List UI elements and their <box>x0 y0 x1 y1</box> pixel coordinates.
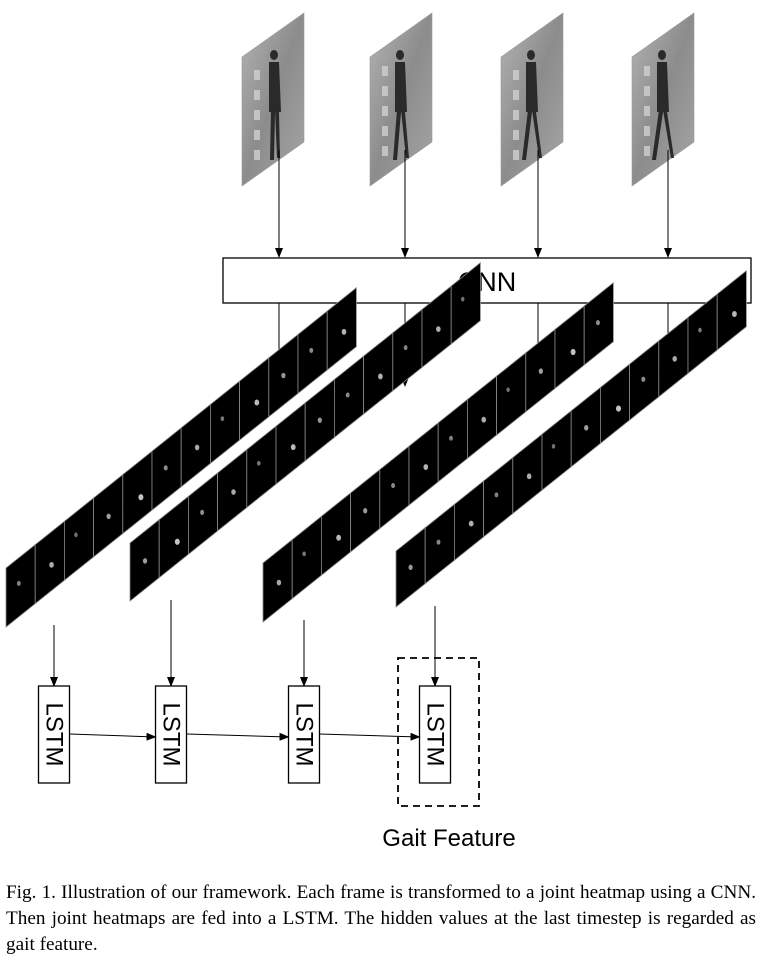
heatmap-cell <box>424 503 455 585</box>
heatmap-strip-4 <box>395 269 747 608</box>
framework-diagram: CNN LSTM LSTM LSTM LSTM Gait Feature <box>5 12 752 852</box>
lstm-chain-arrow-2 <box>186 732 290 741</box>
lstm-chain-arrow-1 <box>69 732 157 741</box>
lstm-cell-2: LSTM <box>154 685 188 784</box>
heatmap-cell <box>93 473 124 558</box>
heatmap-cell <box>629 339 660 421</box>
lstm-cell-4: LSTM <box>418 685 452 784</box>
heatmap-cell <box>453 480 485 562</box>
heatmap-cell <box>687 293 718 375</box>
heatmap-cell <box>180 403 211 488</box>
heatmap-cell <box>570 386 601 468</box>
heatmap-cell <box>5 543 36 628</box>
heatmap-cell <box>187 472 219 556</box>
heatmap-cell <box>600 363 630 445</box>
heatmap-cell <box>408 422 439 507</box>
heatmap-to-lstm-arrows <box>50 600 439 687</box>
input-frame-3 <box>500 12 564 187</box>
input-frames <box>241 12 695 187</box>
lstm-label: LSTM <box>291 702 318 766</box>
heatmap-cell <box>658 316 689 398</box>
heatmap-cell <box>158 495 189 579</box>
lstm-chain-arrows <box>69 732 421 741</box>
heatmap-cell <box>466 375 498 460</box>
heatmap-strip-3 <box>262 281 614 623</box>
heatmap-cell <box>379 445 410 530</box>
heatmap-cell <box>716 269 747 351</box>
heatmap-cell <box>122 450 153 535</box>
walking-person-silhouette <box>269 50 281 160</box>
cnn-box: CNN <box>222 257 752 304</box>
heatmap-cell <box>496 351 527 436</box>
figure-caption: Fig. 1. Illustration of our framework. E… <box>6 882 756 955</box>
walking-person-silhouette <box>393 50 409 160</box>
lstm-chain-arrow-3 <box>319 732 421 741</box>
gait-feature-highlight-box <box>397 657 480 807</box>
heatmap-cell <box>262 538 293 623</box>
input-frame-1 <box>241 12 305 187</box>
heatmap-cell <box>304 378 335 462</box>
heatmap-strip-1 <box>5 286 357 628</box>
heatmap-cell <box>217 448 248 532</box>
heatmap-cell <box>268 333 299 418</box>
heatmap-cell <box>239 356 270 441</box>
heatmap-cell <box>525 328 556 413</box>
lstm-cell-1: LSTM <box>37 685 71 784</box>
heatmap-cell <box>363 331 394 415</box>
frame-to-cnn-arrows <box>275 150 672 258</box>
input-frame-4 <box>631 12 695 187</box>
lstm-label: LSTM <box>422 702 449 766</box>
heatmap-cell <box>333 355 365 439</box>
heatmap-cell <box>483 456 514 538</box>
heatmap-cell <box>129 518 160 602</box>
heatmap-cell <box>541 410 572 492</box>
heatmap-cell <box>151 427 182 512</box>
heatmap-cell <box>297 310 328 395</box>
heatmap-cell <box>350 468 381 553</box>
heatmap-cell <box>326 286 357 371</box>
heatmap-strip-2 <box>129 261 481 602</box>
heatmap-cell <box>64 497 94 582</box>
input-frame-2 <box>369 12 433 187</box>
heatmap-cell <box>246 425 277 509</box>
lstm-label: LSTM <box>41 702 68 766</box>
heatmap-strips <box>5 261 747 628</box>
heatmap-cell <box>395 526 426 608</box>
heatmap-cell <box>392 308 423 392</box>
heatmap-cell <box>437 398 468 483</box>
heatmap-cell <box>583 281 614 366</box>
heatmap-cell <box>291 515 322 600</box>
heatmap-cell <box>34 520 65 605</box>
gait-feature-label: Gait Feature <box>382 825 515 852</box>
lstm-label: LSTM <box>158 702 185 766</box>
lstm-cell-3: LSTM <box>287 685 321 784</box>
heatmap-cell <box>450 261 481 345</box>
heatmap-cell <box>512 433 543 515</box>
heatmap-cell <box>320 492 352 577</box>
lstm-cells: LSTM LSTM LSTM LSTM <box>37 685 452 784</box>
heatmap-cell <box>275 402 306 486</box>
heatmap-cell <box>554 305 585 390</box>
heatmap-cell <box>209 380 241 465</box>
walking-person-silhouette <box>522 50 542 160</box>
walking-person-silhouette <box>652 50 674 160</box>
